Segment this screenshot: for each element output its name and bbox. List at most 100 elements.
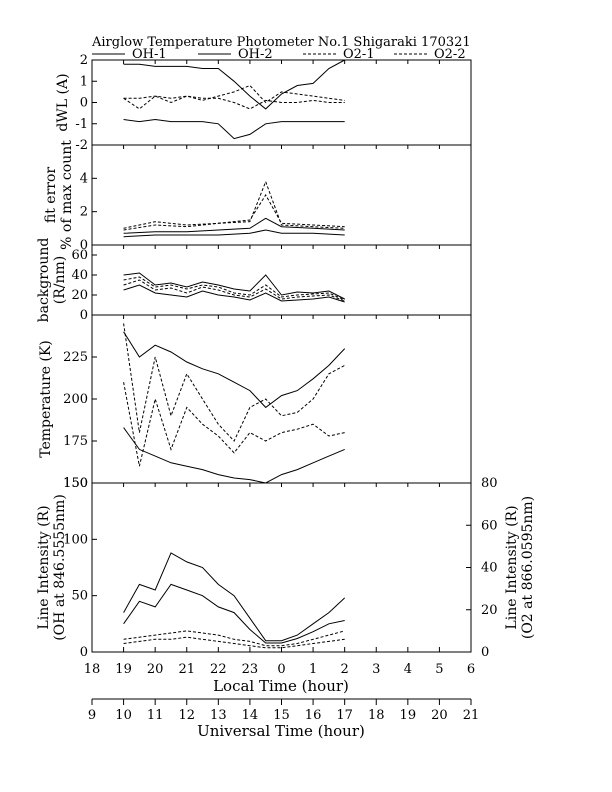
- series-o2-1-fit: [123, 180, 345, 231]
- xtick-label-local: 4: [404, 662, 412, 677]
- x-axis-label-universal: Universal Time (hour): [197, 722, 365, 740]
- xtick-label-ut: 17: [336, 708, 353, 723]
- ytick-label-int: 100: [63, 532, 88, 547]
- legend-label-o2-1: O2-1: [343, 47, 375, 62]
- ytick-label-fit: 4: [80, 171, 88, 186]
- series-o2-1-int: [123, 636, 345, 649]
- series-oh-2-int: [123, 583, 345, 644]
- panel-frame-temp: [91, 314, 472, 484]
- xtick-label-ut: 9: [88, 708, 96, 723]
- ytick-label-temp: 175: [63, 434, 88, 449]
- ytick-label-temp: 200: [63, 392, 88, 407]
- panel-frame-int: [91, 482, 472, 653]
- series-oh-1-int: [123, 552, 346, 642]
- ytick-label-temp: 150: [63, 476, 88, 491]
- xtick-label-local: 21: [178, 662, 195, 677]
- series-oh-1-dwl: [123, 59, 345, 110]
- panel-dwl: 2 1 0 -1 -2 dWL (A): [55, 53, 472, 153]
- xtick-label-local: 23: [242, 662, 259, 677]
- xtick-label-ut: 19: [400, 708, 417, 723]
- ytick-label-bg: 40: [71, 268, 88, 283]
- series-o2-1-temp: [123, 323, 345, 442]
- ytick-label-dwl: 2: [80, 53, 88, 68]
- series-oh-1-fit: [123, 217, 345, 234]
- chart-title: Airglow Temperature Photometer No.1 Shig…: [91, 35, 471, 50]
- panel-fit: 0 2 4 fit error% of max count: [43, 140, 472, 253]
- ytick-label-int: 150: [63, 476, 88, 491]
- xtick-label-ut: 14: [242, 708, 259, 723]
- ylabel-fit: fit error: [43, 167, 59, 224]
- xtick-label-local: 1: [309, 662, 317, 677]
- xtick-label-ut: 16: [305, 708, 322, 723]
- series-o2-2-fit: [123, 194, 345, 229]
- series-oh-2-dwl: [123, 118, 345, 140]
- legend: OH-1 OH-2 O2-1 O2-2: [92, 47, 466, 62]
- ytick-label-int: 50: [71, 589, 88, 604]
- ytick-right-label-int: 0: [481, 645, 489, 660]
- ytick-right-label-int: 20: [481, 603, 498, 618]
- series-o2-2-temp: [123, 382, 345, 467]
- ylabel2-bg: (R/nm): [52, 256, 68, 304]
- xtick-label-ut: 21: [463, 708, 480, 723]
- x-axis-universal-time: Universal Time (hour) 9 10 11 12 13 14 15 16 17 1…: [88, 698, 480, 740]
- series-oh-2-bg: [123, 284, 345, 303]
- series-oh-2-temp: [123, 427, 345, 484]
- ytick-right-label-int: 80: [481, 476, 498, 491]
- series-o2-2-int: [123, 630, 345, 647]
- xtick-label-local: 18: [84, 662, 101, 677]
- xtick-label-local: 19: [115, 662, 132, 677]
- legend-label-o2-2: O2-2: [434, 47, 466, 62]
- xtick-label-ut: 13: [210, 708, 227, 723]
- panel-bg: 0 20 40 60 background (R/nm): [36, 238, 472, 323]
- series-oh-2-fit: [123, 229, 345, 238]
- ytick-right-label-int: 60: [481, 518, 498, 533]
- ytick-label-bg: 20: [71, 288, 88, 303]
- legend-label-oh-1: OH-1: [132, 47, 167, 62]
- ylabel2-fit: % of max count: [59, 140, 75, 250]
- series-o2-2-bg: [123, 279, 345, 302]
- panel-frame-fit: [91, 144, 472, 246]
- xtick-label-ut: 10: [115, 708, 132, 723]
- ylabel2-right-int: (O2 at 866.0595nm): [520, 496, 536, 639]
- ytick-label-bg: 60: [71, 248, 88, 263]
- ylabel-int: Line Intensity (R): [36, 505, 52, 629]
- xtick-label-ut: 18: [368, 708, 385, 723]
- ytick-label-dwl: -2: [75, 138, 88, 153]
- ytick-label-bg: 0: [80, 308, 88, 323]
- xtick-label-local: 20: [147, 662, 164, 677]
- ylabel2-int: (OH at 846.5555nm): [52, 494, 68, 641]
- series-o2-1-dwl: [123, 95, 345, 110]
- ytick-right-label-int: 40: [481, 561, 498, 576]
- ytick-label-temp: 225: [63, 350, 88, 365]
- ylabel-bg: background: [36, 238, 52, 323]
- xtick-label-local: 2: [341, 662, 349, 677]
- ylabel-right-int: Line Intensity (R): [504, 505, 520, 629]
- ytick-label-fit: 0: [80, 238, 88, 253]
- ytick-label-fit: 2: [80, 205, 88, 220]
- plot-panels: 2 1 0 -1 -2 dWL (A) 0 2 4 fit error% of max count…: [36, 53, 536, 660]
- ytick-label-int: 0: [80, 645, 88, 660]
- xtick-label-ut: 20: [431, 708, 448, 723]
- series-oh-1-bg: [123, 272, 345, 300]
- x-axis-local-time: Local Time (hour) 18 19 20 21 22 23 0 1 2 3 4 5 6: [84, 60, 475, 695]
- x-axis-label-local: Local Time (hour): [213, 677, 349, 695]
- ytick-label-dwl: 1: [80, 74, 88, 89]
- legend-label-oh-2: OH-2: [238, 47, 273, 62]
- series-o2-2-dwl: [123, 84, 345, 110]
- xtick-label-ut: 11: [147, 708, 164, 723]
- xtick-label-local: 6: [467, 662, 475, 677]
- xtick-label-local: 0: [277, 662, 285, 677]
- series-o2-1-bg: [123, 276, 345, 301]
- xtick-label-ut: 12: [178, 708, 195, 723]
- ylabel-dwl: dWL (A): [55, 73, 71, 131]
- xtick-label-local: 22: [210, 662, 227, 677]
- xtick-label-local: 3: [372, 662, 380, 677]
- xtick-label-ut: 15: [273, 708, 290, 723]
- ytick-label-dwl: -1: [75, 117, 88, 132]
- panel-temp: 150 175 200 225 Temperature (K): [38, 314, 472, 491]
- ytick-label-dwl: 0: [80, 96, 88, 111]
- series-oh-1-temp: [123, 331, 346, 409]
- xtick-label-local: 5: [435, 662, 443, 677]
